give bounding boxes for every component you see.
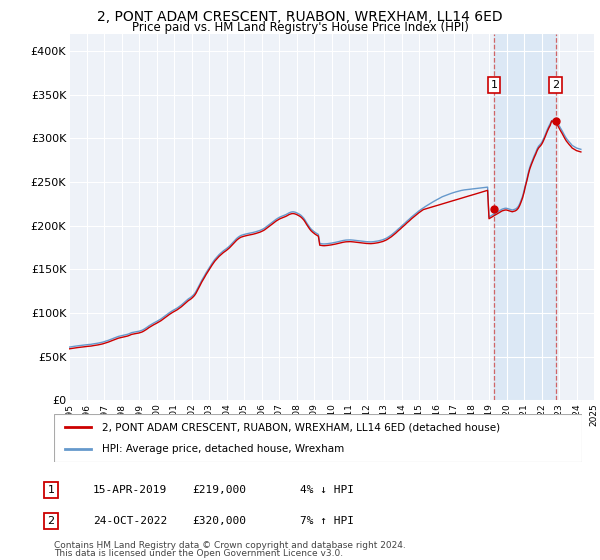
Text: £320,000: £320,000 — [192, 516, 246, 526]
Text: 2: 2 — [47, 516, 55, 526]
Text: 2: 2 — [552, 80, 559, 90]
Text: 4% ↓ HPI: 4% ↓ HPI — [300, 485, 354, 495]
Text: 2, PONT ADAM CRESCENT, RUABON, WREXHAM, LL14 6ED (detached house): 2, PONT ADAM CRESCENT, RUABON, WREXHAM, … — [101, 422, 500, 432]
Text: £219,000: £219,000 — [192, 485, 246, 495]
Bar — [494, 34, 556, 400]
Text: 24-OCT-2022: 24-OCT-2022 — [93, 516, 167, 526]
Text: 15-APR-2019: 15-APR-2019 — [93, 485, 167, 495]
Text: 7% ↑ HPI: 7% ↑ HPI — [300, 516, 354, 526]
Text: 2, PONT ADAM CRESCENT, RUABON, WREXHAM, LL14 6ED: 2, PONT ADAM CRESCENT, RUABON, WREXHAM, … — [97, 10, 503, 24]
Text: Price paid vs. HM Land Registry's House Price Index (HPI): Price paid vs. HM Land Registry's House … — [131, 21, 469, 34]
Text: This data is licensed under the Open Government Licence v3.0.: This data is licensed under the Open Gov… — [54, 549, 343, 558]
Text: 1: 1 — [47, 485, 55, 495]
Text: Contains HM Land Registry data © Crown copyright and database right 2024.: Contains HM Land Registry data © Crown c… — [54, 541, 406, 550]
Text: 1: 1 — [491, 80, 497, 90]
Text: HPI: Average price, detached house, Wrexham: HPI: Average price, detached house, Wrex… — [101, 444, 344, 454]
